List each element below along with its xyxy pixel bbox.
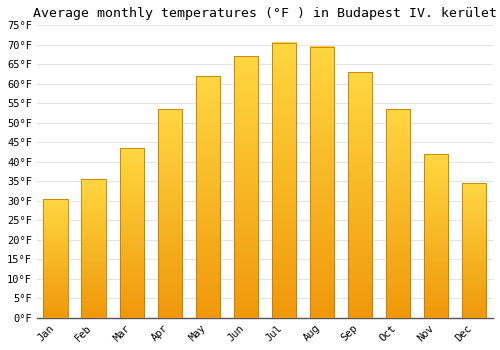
Bar xyxy=(462,183,486,318)
Title: Average monthly temperatures (°F ) in Budapest IV. kerület: Average monthly temperatures (°F ) in Bu… xyxy=(33,7,497,20)
Bar xyxy=(272,43,296,318)
Bar xyxy=(386,109,410,318)
Bar xyxy=(120,148,144,318)
Bar xyxy=(424,154,448,318)
Bar xyxy=(82,179,106,318)
Bar xyxy=(310,47,334,318)
Bar xyxy=(234,56,258,318)
Bar xyxy=(348,72,372,318)
Bar xyxy=(196,76,220,318)
Bar xyxy=(158,109,182,318)
Bar xyxy=(44,199,68,318)
